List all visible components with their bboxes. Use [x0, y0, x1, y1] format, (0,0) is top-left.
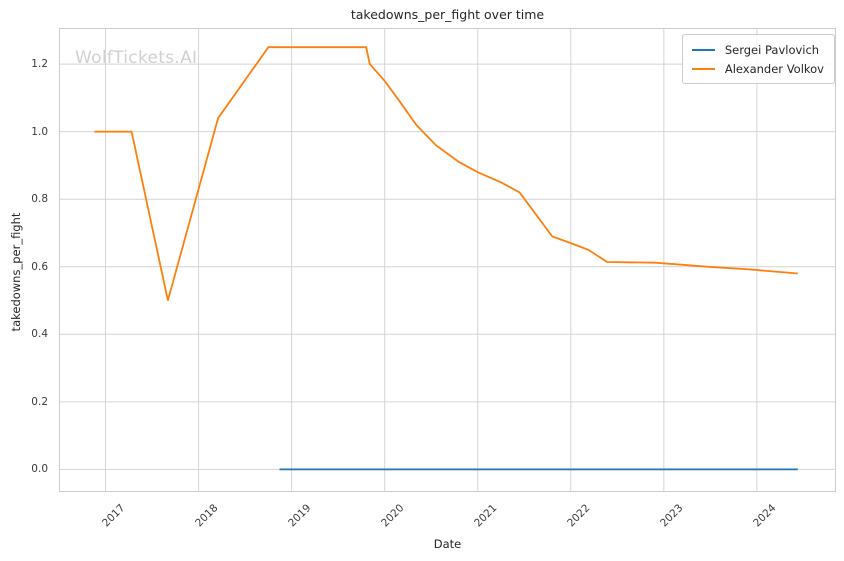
y-tick-label: 1.2	[31, 58, 48, 71]
chart-title: takedowns_per_fight over time	[350, 7, 545, 22]
y-tick-label: 0.6	[31, 260, 48, 273]
legend-label: Alexander Volkov	[724, 61, 824, 76]
legend: Sergei Pavlovich Alexander Volkov	[681, 34, 835, 84]
axes-spines	[59, 28, 836, 492]
legend-line-swatch	[691, 48, 715, 51]
y-tick-label: 0.4	[31, 328, 48, 341]
series-line-alexander-volkov	[94, 46, 798, 301]
y-tick-label: 0.8	[31, 193, 48, 206]
plot-area: Sergei Pavlovich Alexander Volkov	[59, 28, 836, 492]
x-axis-label: Date	[433, 537, 462, 551]
x-tick-label: 2017	[99, 502, 128, 530]
legend-line-swatch	[691, 67, 715, 70]
x-tick-label: 2019	[285, 502, 314, 530]
y-tick-label: 0.2	[31, 395, 48, 408]
x-tick-label: 2018	[192, 502, 221, 530]
y-tick-label: 0.0	[31, 463, 48, 476]
y-tick-label: 1.0	[31, 125, 48, 138]
legend-label: Sergei Pavlovich	[724, 42, 820, 57]
chart-canvas	[59, 28, 836, 492]
x-tick-label: 2024	[750, 502, 779, 530]
x-tick-label: 2021	[471, 502, 500, 530]
x-tick-label: 2023	[657, 502, 686, 530]
legend-item: Alexander Volkov	[691, 59, 824, 78]
legend-item: Sergei Pavlovich	[691, 40, 824, 59]
x-tick-label: 2022	[564, 502, 593, 530]
x-tick-label: 2020	[378, 502, 407, 530]
